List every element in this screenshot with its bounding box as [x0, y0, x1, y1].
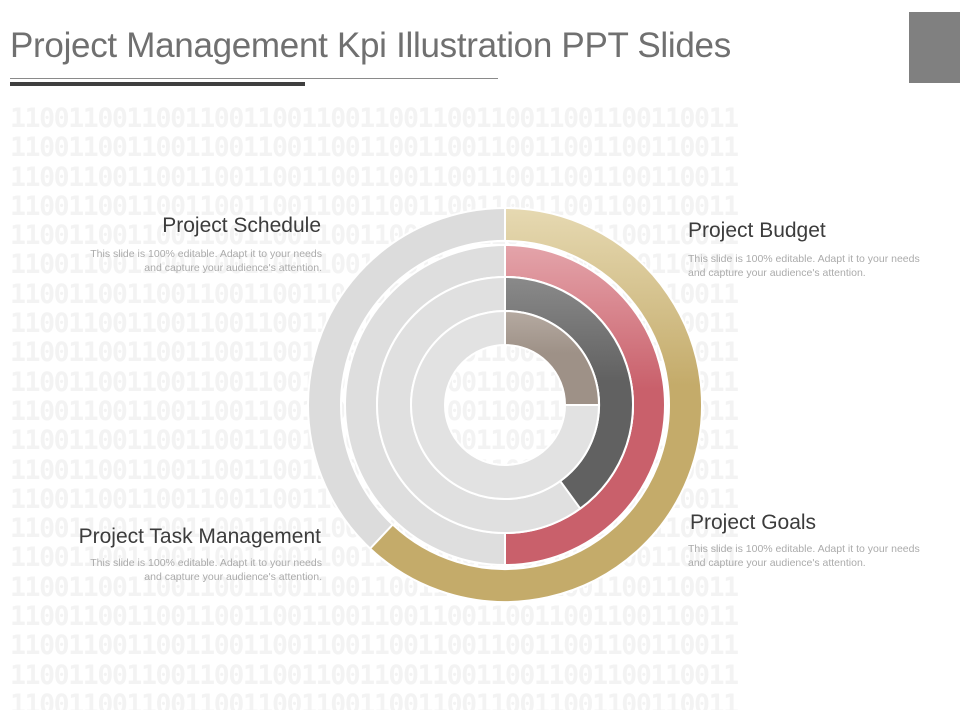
label-project-schedule: Project Schedule	[162, 214, 321, 237]
desc-project-schedule: This slide is 100% editable. Adapt it to…	[90, 248, 322, 274]
inner-ring-progress-arc	[504, 309, 601, 406]
slide-title: Project Management Kpi Illustration PPT …	[10, 26, 731, 65]
label-project-task-management: Project Task Management	[78, 525, 321, 548]
outer-ring	[306, 206, 704, 603]
desc-project-budget: This slide is 100% editable. Adapt it to…	[688, 253, 920, 279]
corner-decoration	[909, 12, 960, 83]
inner-ring	[409, 309, 601, 500]
label-project-budget: Project Budget	[688, 219, 826, 242]
title-underline-thin	[10, 78, 498, 79]
desc-project-goals: This slide is 100% editable. Adapt it to…	[688, 543, 920, 569]
title-underline-thick	[10, 82, 305, 86]
label-project-goals: Project Goals	[690, 511, 817, 534]
outer-ring-progress-arc	[368, 206, 703, 603]
desc-project-task-management: This slide is 100% editable. Adapt it to…	[90, 557, 322, 583]
